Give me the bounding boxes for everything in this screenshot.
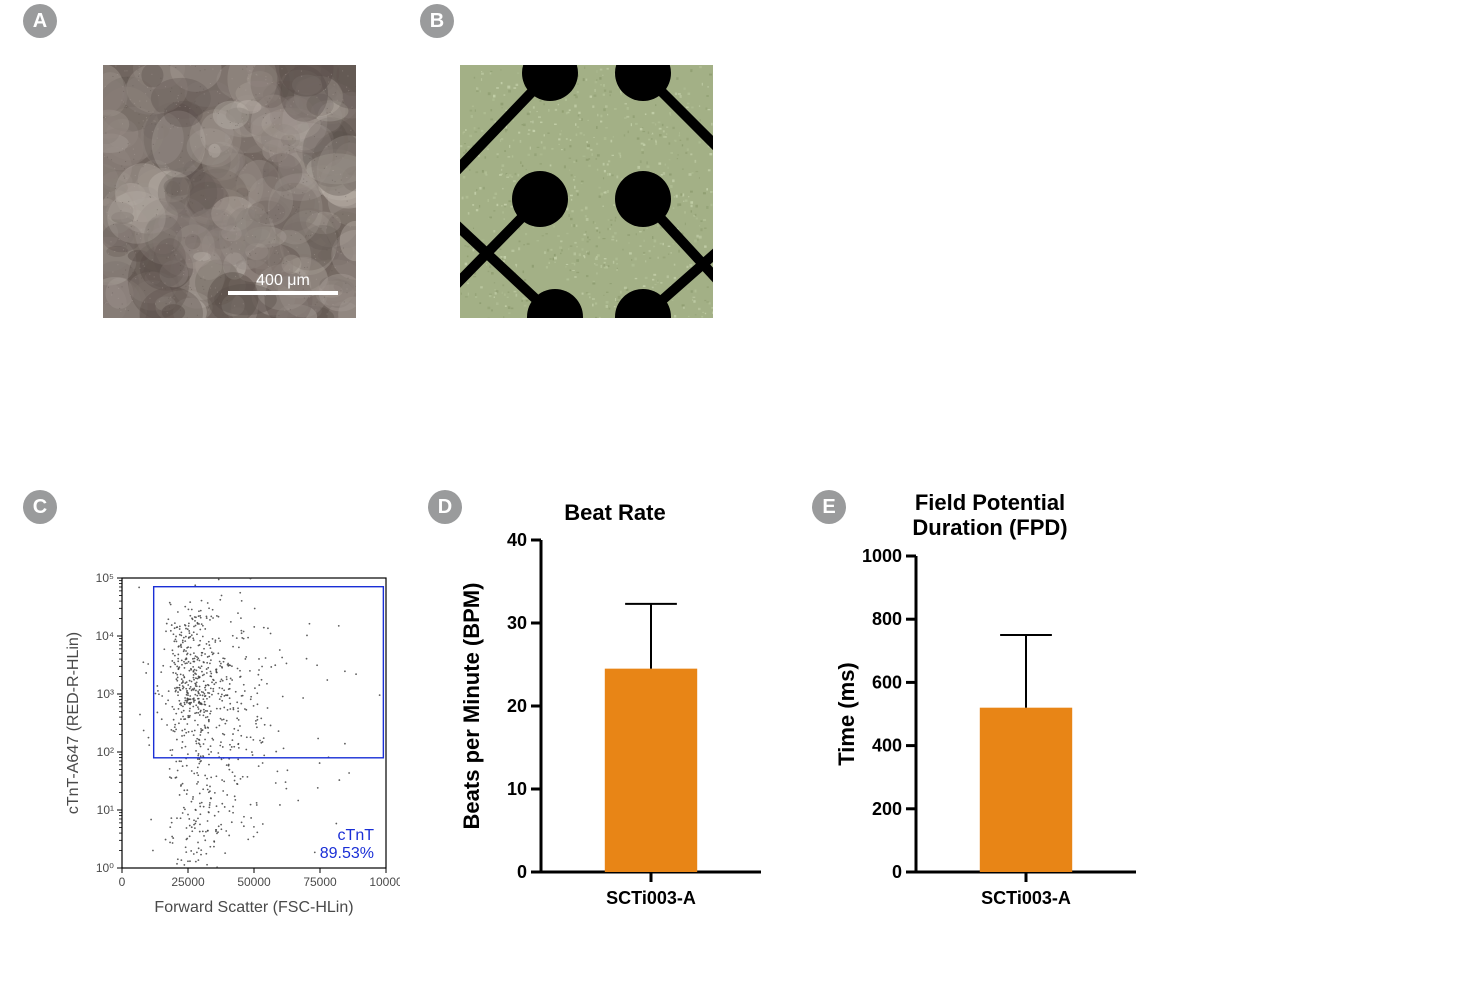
svg-text:10²: 10² [97,745,114,759]
barchart-svg-d: 0 10 20 30 40 Beats per Minute (BPM) SCTi003-A [455,490,775,930]
svg-text:89.53%: 89.53% [320,845,374,862]
micrograph-panel-b [460,65,713,318]
svg-text:10⁴: 10⁴ [95,629,114,643]
svg-text:75000: 75000 [303,875,337,889]
svg-text:400: 400 [872,736,902,756]
figure-root: A B C D E 400 μm 02500050000750001000010… [0,0,1472,993]
svg-text:50000: 50000 [237,875,271,889]
svg-text:10000: 10000 [369,875,400,889]
svg-text:Time (ms): Time (ms) [834,662,859,766]
svg-text:1000: 1000 [862,546,902,566]
scatter-svg-c: 0 25000 50000 75000 10000 10⁰ 10¹ 10² 10³ 10⁴ 10⁵ F… [60,570,400,930]
svg-text:800: 800 [872,609,902,629]
svg-text:10¹: 10¹ [97,803,114,817]
svg-text:400 μm: 400 μm [256,272,310,289]
svg-text:cTnT: cTnT [338,827,375,844]
svg-text:SCTi003-A: SCTi003-A [981,888,1071,908]
svg-text:20: 20 [507,696,527,716]
svg-text:cTnT-A647 (RED-R-HLin): cTnT-A647 (RED-R-HLin) [65,632,82,814]
scatter-panel-c: 0 25000 50000 75000 10000 10⁰ 10¹ 10² 10³ 10⁴ 10⁵ F… [60,570,400,930]
svg-text:25000: 25000 [171,875,205,889]
svg-text:Forward Scatter (FSC-HLin): Forward Scatter (FSC-HLin) [154,899,353,916]
panel-badge-c: C [23,490,57,524]
micrograph-svg-b [460,65,713,318]
svg-text:10³: 10³ [97,687,114,701]
svg-text:30: 30 [507,613,527,633]
svg-text:600: 600 [872,672,902,692]
svg-text:SCTi003-A: SCTi003-A [606,888,696,908]
svg-text:10⁰: 10⁰ [96,861,114,875]
svg-text:Beats per Minute (BPM): Beats per Minute (BPM) [459,583,484,830]
svg-text:0: 0 [119,875,126,889]
svg-text:200: 200 [872,799,902,819]
svg-text:10⁵: 10⁵ [96,571,114,585]
svg-text:40: 40 [507,530,527,550]
micrograph-panel-a: 400 μm [103,65,356,318]
barchart-svg-e: 0 200 400 600 800 1000 Time (ms) SCTi003-A [830,490,1150,930]
svg-text:10: 10 [507,779,527,799]
micrograph-svg-a: 400 μm [103,65,356,318]
panel-badge-a: A [23,4,57,38]
barchart-panel-e: Field Potential Duration (FPD) 020040060… [830,490,1150,930]
barchart-panel-d: Beat Rate 010203040Beats per Minute (BPM… [455,490,775,930]
svg-text:0: 0 [892,862,902,882]
svg-text:0: 0 [517,862,527,882]
panel-badge-b: B [420,4,454,38]
